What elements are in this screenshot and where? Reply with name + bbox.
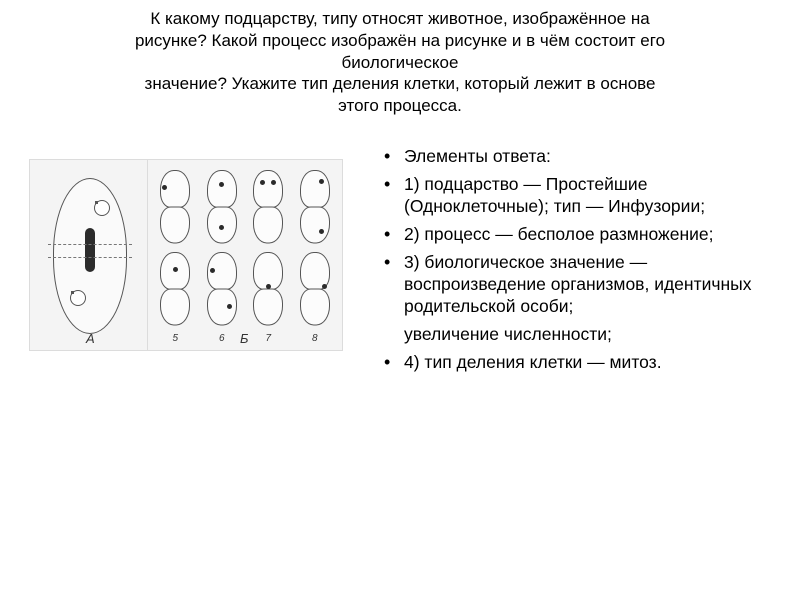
question-title: К какому подцарству, типу относят животн… (0, 0, 800, 127)
answers-list-cont: 4) тип деления клетки — митоз. (382, 351, 776, 373)
answer-item: 1) подцарство — Простейшие (Одноклеточны… (382, 173, 776, 217)
stage-label: 8 (294, 333, 337, 344)
stage-cell: 1 (154, 168, 197, 246)
answers-list: Элементы ответа: 1) подцарство — Простей… (382, 145, 776, 317)
figure-column: 1 2 3 4 (16, 145, 356, 590)
answers-column: Элементы ответа: 1) подцарство — Простей… (356, 145, 780, 590)
stage-label: 7 (247, 333, 290, 344)
title-line-2: рисунке? Какой процесс изображён на рису… (28, 30, 772, 52)
panel-label-a: А (86, 331, 95, 346)
title-line-3: биологическое (28, 52, 772, 74)
stage-cell: 8 (294, 250, 337, 328)
figure-panel-a (30, 160, 148, 350)
stage-cell: 4 (294, 168, 337, 246)
answers-heading: Элементы ответа: (382, 145, 776, 167)
figure-panel-b: 1 2 3 4 (148, 160, 342, 350)
stage-cell: 3 (247, 168, 290, 246)
ciliate-cell-icon (48, 172, 132, 340)
answer-continuation: увеличение численности; (382, 323, 776, 345)
answer-item: 2) процесс — бесполое размножение; (382, 223, 776, 245)
stage-label: 5 (154, 333, 197, 344)
stage-cell: 7 (247, 250, 290, 328)
biology-figure: 1 2 3 4 (29, 159, 343, 351)
answer-item: 4) тип деления клетки — митоз. (382, 351, 776, 373)
slide: К какому подцарству, типу относят животн… (0, 0, 800, 600)
stage-cell: 2 (201, 168, 244, 246)
title-line-4: значение? Укажите тип деления клетки, ко… (28, 73, 772, 95)
title-line-5: этого процесса. (28, 95, 772, 117)
stage-cell: 6 (201, 250, 244, 328)
body: 1 2 3 4 (0, 127, 800, 600)
title-line-1: К какому подцарству, типу относят животн… (28, 8, 772, 30)
panel-label-b: Б (240, 331, 248, 346)
stage-cell: 5 (154, 250, 197, 328)
answer-item: 3) биологическое значение — воспроизведе… (382, 251, 776, 317)
stage-label: 6 (201, 333, 244, 344)
